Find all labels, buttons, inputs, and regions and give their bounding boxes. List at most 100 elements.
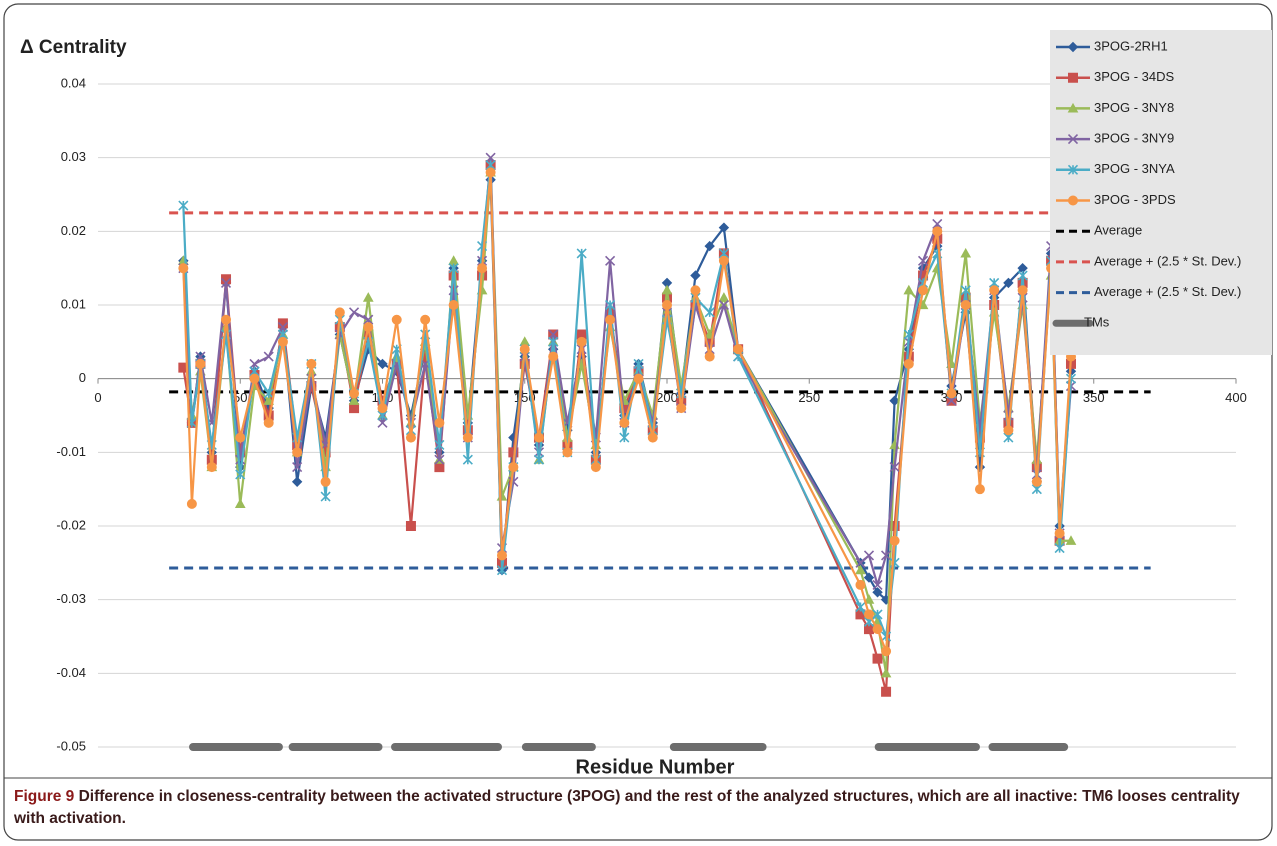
y-tick-label: -0.05 [56,738,86,753]
marker [1017,270,1028,281]
marker [903,329,914,340]
marker [704,307,715,318]
marker [605,314,616,325]
marker [263,388,274,399]
marker [363,322,374,333]
marker [1068,72,1078,83]
caption: Figure 9 Difference in closeness-central… [14,786,1264,830]
marker [1054,543,1065,554]
marker [932,218,943,230]
x-tick-label: 200 [656,390,678,405]
marker [1067,41,1079,53]
marker [855,564,866,575]
marker [863,594,875,604]
marker [420,314,431,325]
marker [349,388,360,399]
marker [391,314,402,325]
y-tick-label: -0.04 [56,665,86,680]
marker [1003,277,1014,289]
marker [855,579,866,590]
x-tick-label: 400 [1225,390,1247,405]
marker [548,351,559,362]
marker [462,432,473,443]
caption-label: Figure 9 [14,788,75,805]
legend-label: 3POG - 3NY8 [1094,100,1174,115]
marker [1065,373,1077,384]
legend-box [1050,30,1272,355]
marker [320,491,331,502]
marker [704,351,715,362]
marker [362,292,374,302]
marker [220,277,232,288]
tm-band [391,743,502,751]
frame [3,3,1273,841]
legend-label: 3POG - 3NY9 [1094,131,1174,146]
marker [903,284,915,295]
marker [235,469,246,480]
marker [548,329,559,340]
marker [178,263,189,274]
marker [989,285,1000,296]
marker [334,307,345,318]
marker [889,462,900,473]
marker [186,498,197,509]
marker [619,432,630,443]
marker [533,454,545,465]
y-tick-label: 0.04 [61,75,86,90]
marker [946,388,957,399]
marker [881,646,892,657]
marker [292,447,303,458]
marker [662,300,672,310]
marker [863,609,874,620]
marker [863,550,875,561]
marker [292,462,303,473]
marker [872,624,883,635]
marker [889,535,900,546]
marker [249,373,260,384]
marker [1054,528,1065,539]
marker [960,300,971,310]
marker [320,476,331,487]
marker [690,285,701,296]
marker [206,462,217,473]
marker [485,152,496,163]
marker [590,462,601,473]
marker [881,686,892,697]
marker [1017,285,1028,296]
marker [889,557,900,568]
marker [872,579,883,590]
marker [704,240,715,252]
y-tick-label: 0 [79,370,86,385]
marker [932,226,943,237]
marker [1067,164,1079,175]
marker [363,314,374,325]
marker [485,167,496,178]
marker [405,432,416,443]
caption-text: Difference in closeness-centrality betwe… [14,788,1240,827]
y-tick-label: 0.01 [61,296,86,311]
marker [263,417,274,428]
legend-label: TMs [1084,315,1110,330]
marker [234,498,246,508]
legend-label: 3POG - 34DS [1094,69,1175,84]
marker [718,222,730,233]
marker [576,336,587,347]
marker [1067,102,1079,113]
marker [533,432,544,443]
marker [918,285,929,296]
marker [863,624,874,635]
marker [718,292,730,302]
tm-band [189,743,283,751]
marker [377,358,388,370]
legend-label: Average [1094,223,1142,238]
x-tick-label: 0 [94,390,101,405]
marker [619,417,630,428]
marker [855,557,866,568]
marker [195,358,206,369]
marker [863,572,875,583]
marker [633,373,644,384]
marker [349,403,360,414]
marker [221,314,232,325]
